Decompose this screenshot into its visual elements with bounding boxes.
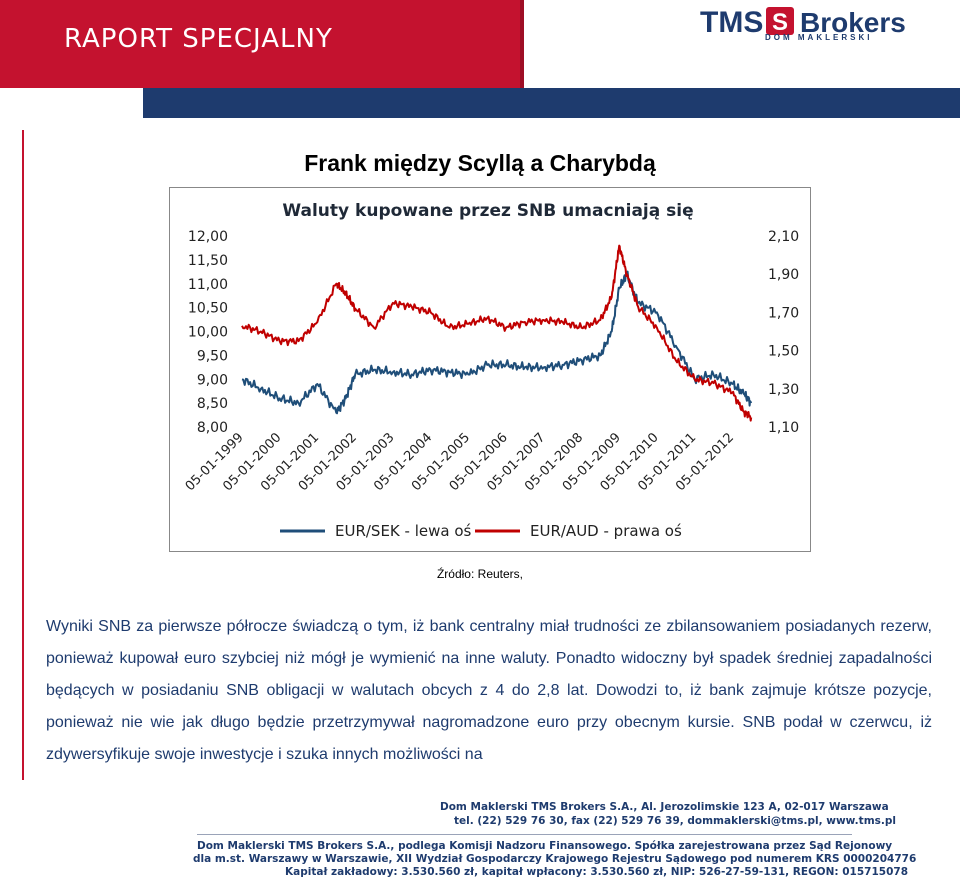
series-lines [241, 244, 753, 422]
left-axis-ticks: 12,00 11,50 11,00 10,50 10,00 9,50 9,00 8,50 8,0… [188, 229, 228, 436]
right-tick-label: 1,10 [768, 420, 799, 436]
left-tick-label: 10,50 [188, 301, 228, 317]
footer-legal-2: dla m.st. Warszawy w Warszawie, XII Wydz… [193, 853, 917, 865]
right-tick-label: 2,10 [768, 229, 799, 245]
right-tick-label: 1,30 [768, 382, 799, 398]
right-tick-label: 1,50 [768, 344, 799, 360]
left-tick-label: 10,00 [188, 325, 228, 341]
right-axis-ticks: 2,10 1,90 1,70 1,50 1,30 1,10 [768, 229, 799, 436]
series-line [241, 270, 753, 415]
left-tick-label: 9,00 [197, 372, 228, 388]
report-banner-shadow [520, 0, 524, 88]
source-note: Źródło: Reuters, [436, 567, 524, 581]
right-tick-label: 1,90 [768, 267, 799, 283]
chart-title: Waluty kupowane przez SNB umacniają się [282, 201, 693, 221]
legend-label: EUR/SEK - lewa oś [335, 522, 472, 540]
chart-legend: EUR/SEK - lewa oś EUR/AUD - prawa oś [280, 522, 682, 540]
footer-address: Dom Maklerski TMS Brokers S.A., Al. Jero… [440, 801, 889, 813]
report-label: RAPORT SPECJALNY [64, 24, 333, 54]
left-tick-label: 8,00 [197, 420, 228, 436]
side-rule [22, 130, 24, 780]
svg-text:TMS: TMS [700, 6, 763, 39]
x-axis-ticks: 05-01-199905-01-200005-01-200105-01-2002… [183, 430, 737, 494]
footer-legal-3: Kapitał zakładowy: 3.530.560 zł, kapitał… [285, 866, 909, 878]
body-text: Wyniki SNB za pierwsze półrocze świadczą… [46, 611, 932, 771]
left-tick-label: 11,00 [188, 277, 228, 293]
left-tick-label: 11,50 [188, 253, 228, 269]
tms-brokers-logo: TMS S Brokers [700, 6, 906, 39]
right-tick-label: 1,70 [768, 305, 799, 321]
chart-frame: Waluty kupowane przez SNB umacniają się … [169, 187, 811, 552]
series-line [241, 244, 753, 422]
logo-subtext: DOM MAKLERSKI [765, 33, 873, 42]
left-tick-label: 12,00 [188, 229, 228, 245]
footer-divider [197, 834, 852, 835]
svg-text:Brokers: Brokers [800, 7, 906, 38]
legend-label: EUR/AUD - prawa oś [530, 522, 682, 540]
chart-svg: Waluty kupowane przez SNB umacniają się … [183, 201, 799, 540]
body-paragraph: Wyniki SNB za pierwsze półrocze świadczą… [46, 618, 932, 763]
left-tick-label: 9,50 [197, 348, 228, 364]
left-tick-label: 8,50 [197, 396, 228, 412]
footer-legal-1: Dom Maklerski TMS Brokers S.A., podlega … [197, 840, 893, 852]
svg-text:S: S [772, 9, 788, 36]
document-title: Frank między Scyllą a Charybdą [304, 150, 656, 176]
header-blue-band [143, 88, 960, 118]
footer-contact: tel. (22) 529 76 30, fax (22) 529 76 39,… [454, 815, 896, 827]
report-banner [0, 0, 523, 88]
